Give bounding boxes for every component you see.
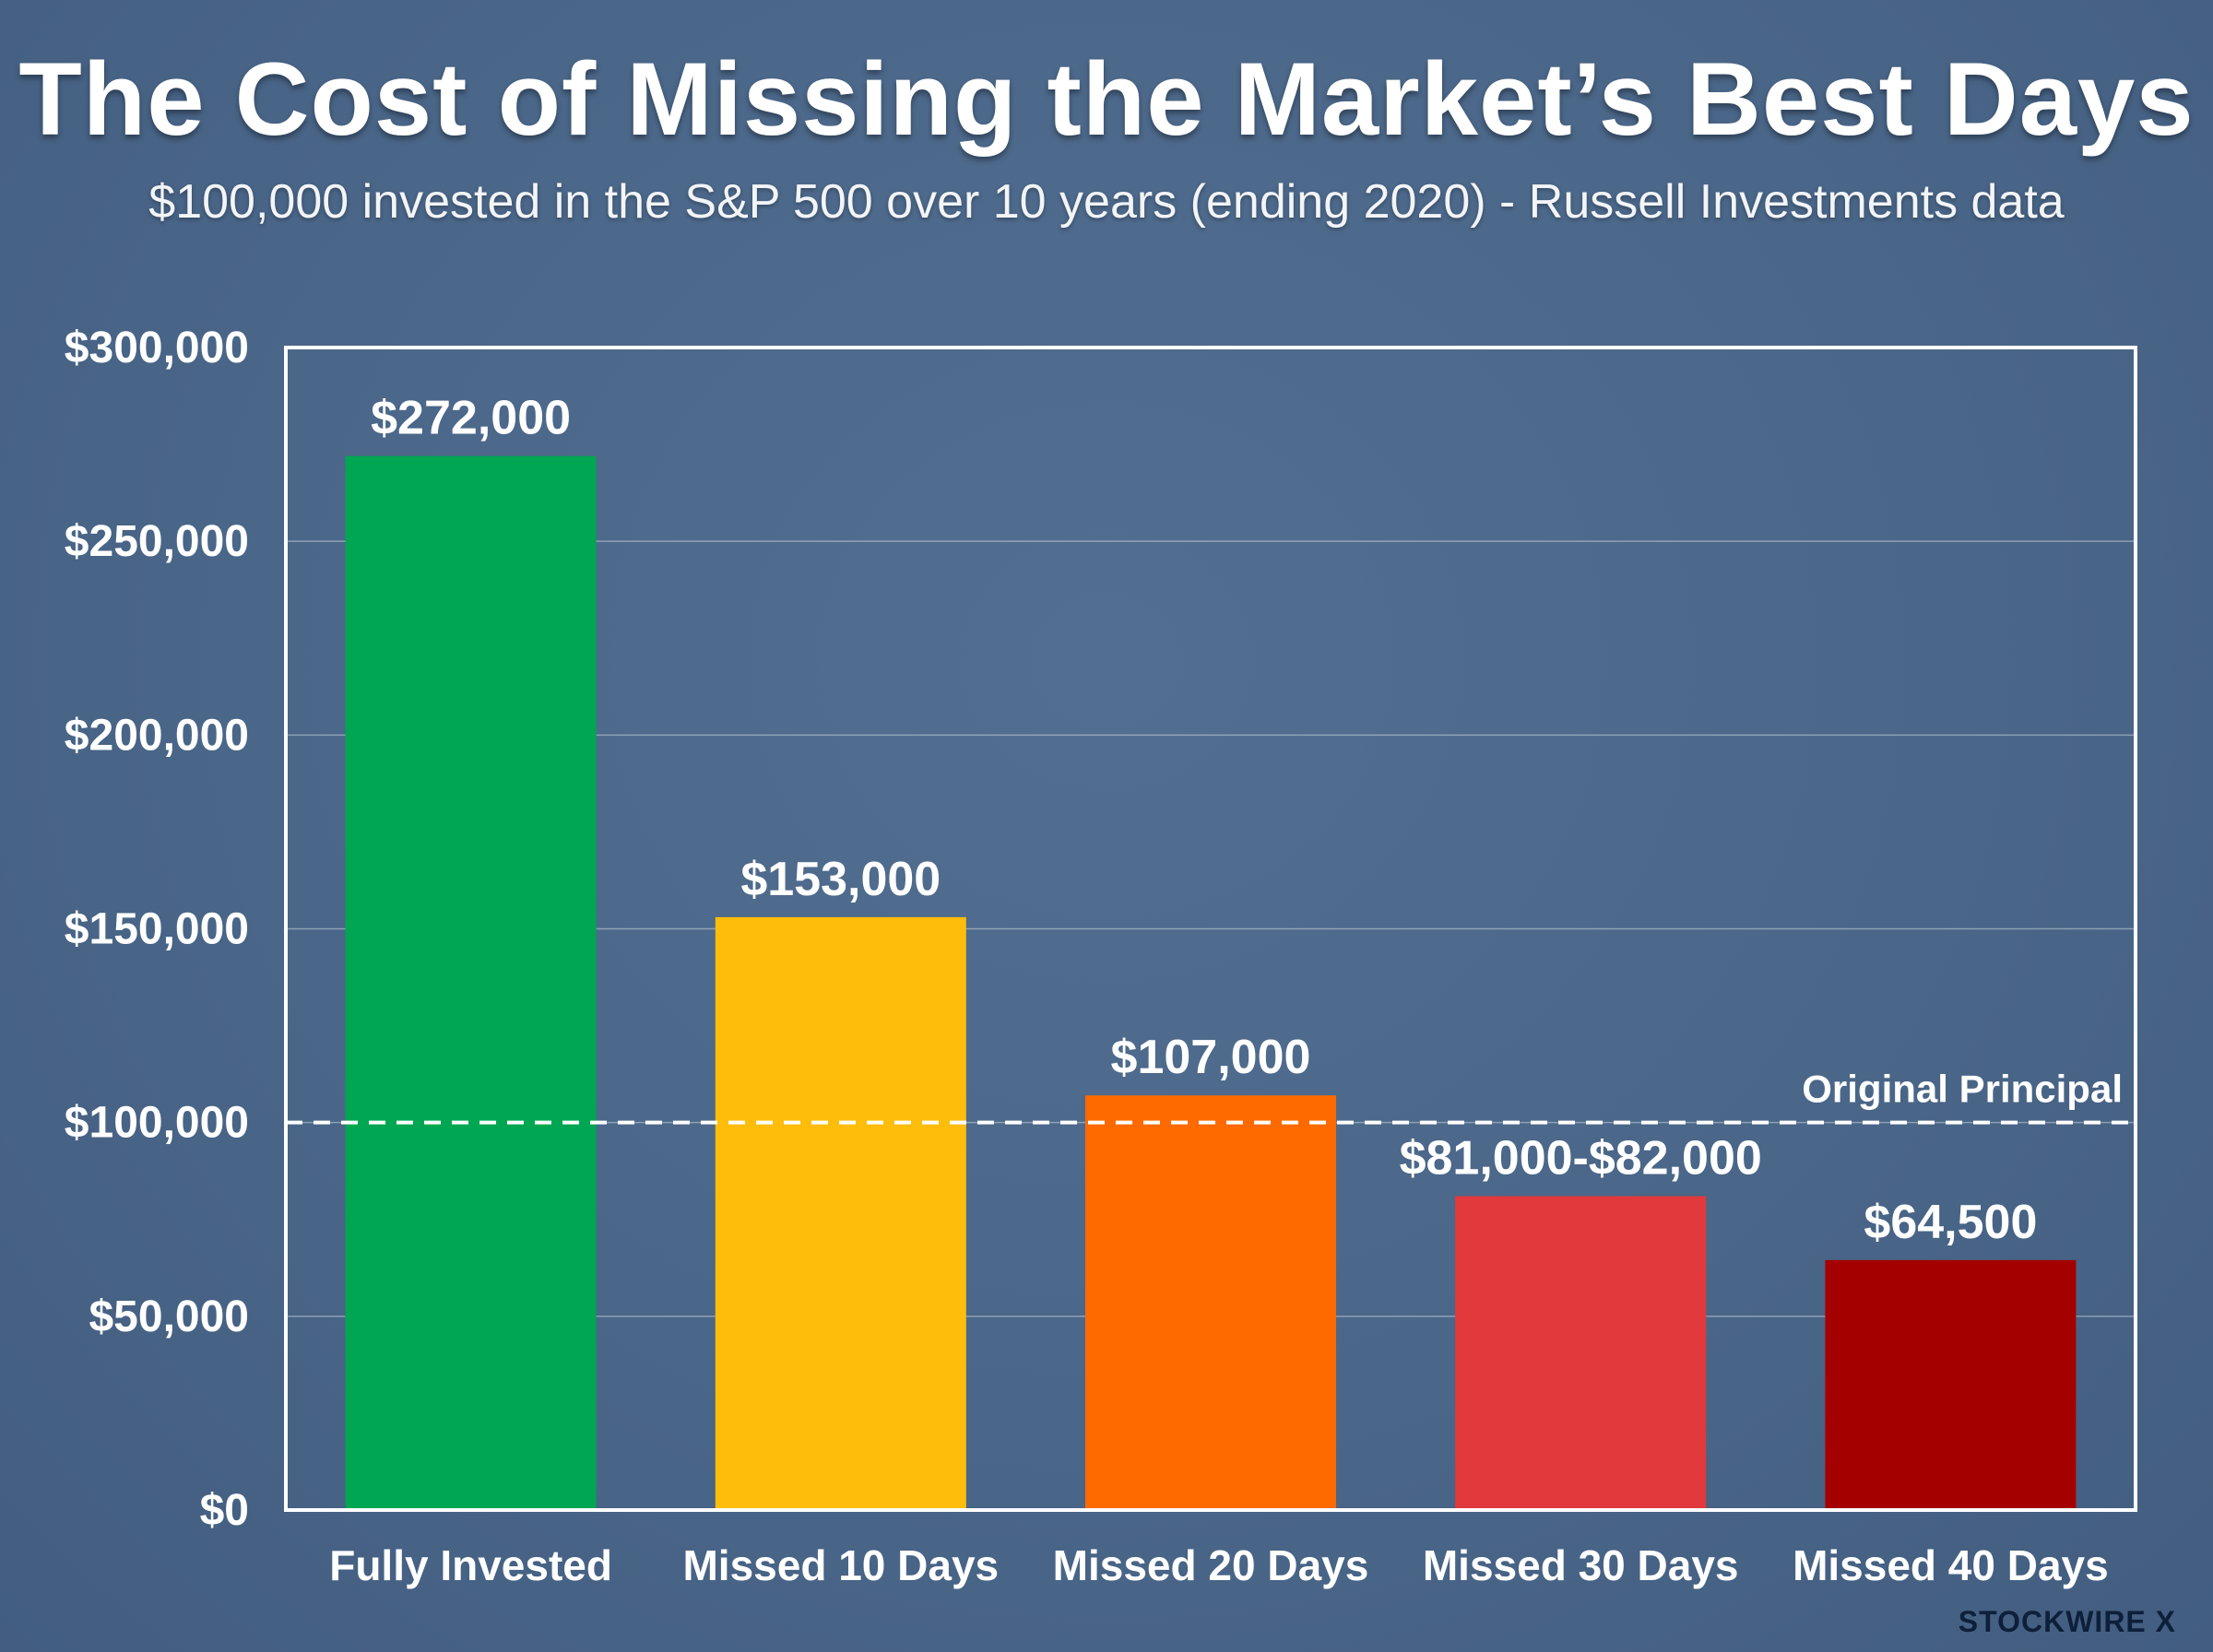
y-axis-tick-labels: $0 $50,000 $100,000 $150,000 $200,000 $250,00… (65, 324, 249, 1535)
bar (1825, 1259, 2077, 1510)
chart-subtitle: $100,000 invested in the S&P 500 over 10… (148, 175, 2065, 229)
y-tick-label: $50,000 (89, 1292, 249, 1341)
bar (1455, 1196, 1707, 1510)
data-label: $64,500 (1864, 1196, 2037, 1249)
data-label: $272,000 (371, 392, 571, 445)
bars (345, 455, 2077, 1510)
y-tick-label: $200,000 (65, 711, 249, 760)
bar (345, 455, 597, 1510)
chart-title: The Cost of Missing the Market’s Best Da… (18, 41, 2195, 157)
bar (715, 916, 966, 1510)
y-tick-label: $0 (200, 1486, 249, 1535)
plot-border (284, 346, 2137, 1512)
brand-logo: STOCKWIRE X (1958, 1605, 2176, 1638)
reference-line-group: Original Principal (286, 1068, 2136, 1125)
y-tick-label: $150,000 (65, 905, 249, 954)
data-label: $153,000 (740, 853, 941, 906)
x-tick-label: Missed 20 Days (1053, 1541, 1369, 1589)
y-tick-label: $100,000 (65, 1099, 249, 1148)
data-label: $81,000-$82,000 (1400, 1132, 1762, 1186)
plot-frame (284, 346, 2137, 1512)
x-axis-tick-labels: Fully Invested Missed 10 Days Missed 20 Da… (329, 1541, 2109, 1589)
x-tick-label: Fully Invested (329, 1541, 612, 1589)
x-tick-label: Missed 10 Days (682, 1541, 999, 1589)
y-tick-label: $250,000 (65, 517, 249, 566)
reference-line-label: Original Principal (1802, 1068, 2123, 1111)
bar (1085, 1095, 1336, 1510)
y-tick-label: $300,000 (65, 324, 249, 372)
x-tick-label: Missed 30 Days (1423, 1541, 1739, 1589)
x-tick-label: Missed 40 Days (1793, 1541, 2109, 1589)
data-labels: $272,000 $153,000 $107,000 $81,000-$82,000 $… (371, 392, 2037, 1249)
data-label: $107,000 (1111, 1031, 1311, 1084)
